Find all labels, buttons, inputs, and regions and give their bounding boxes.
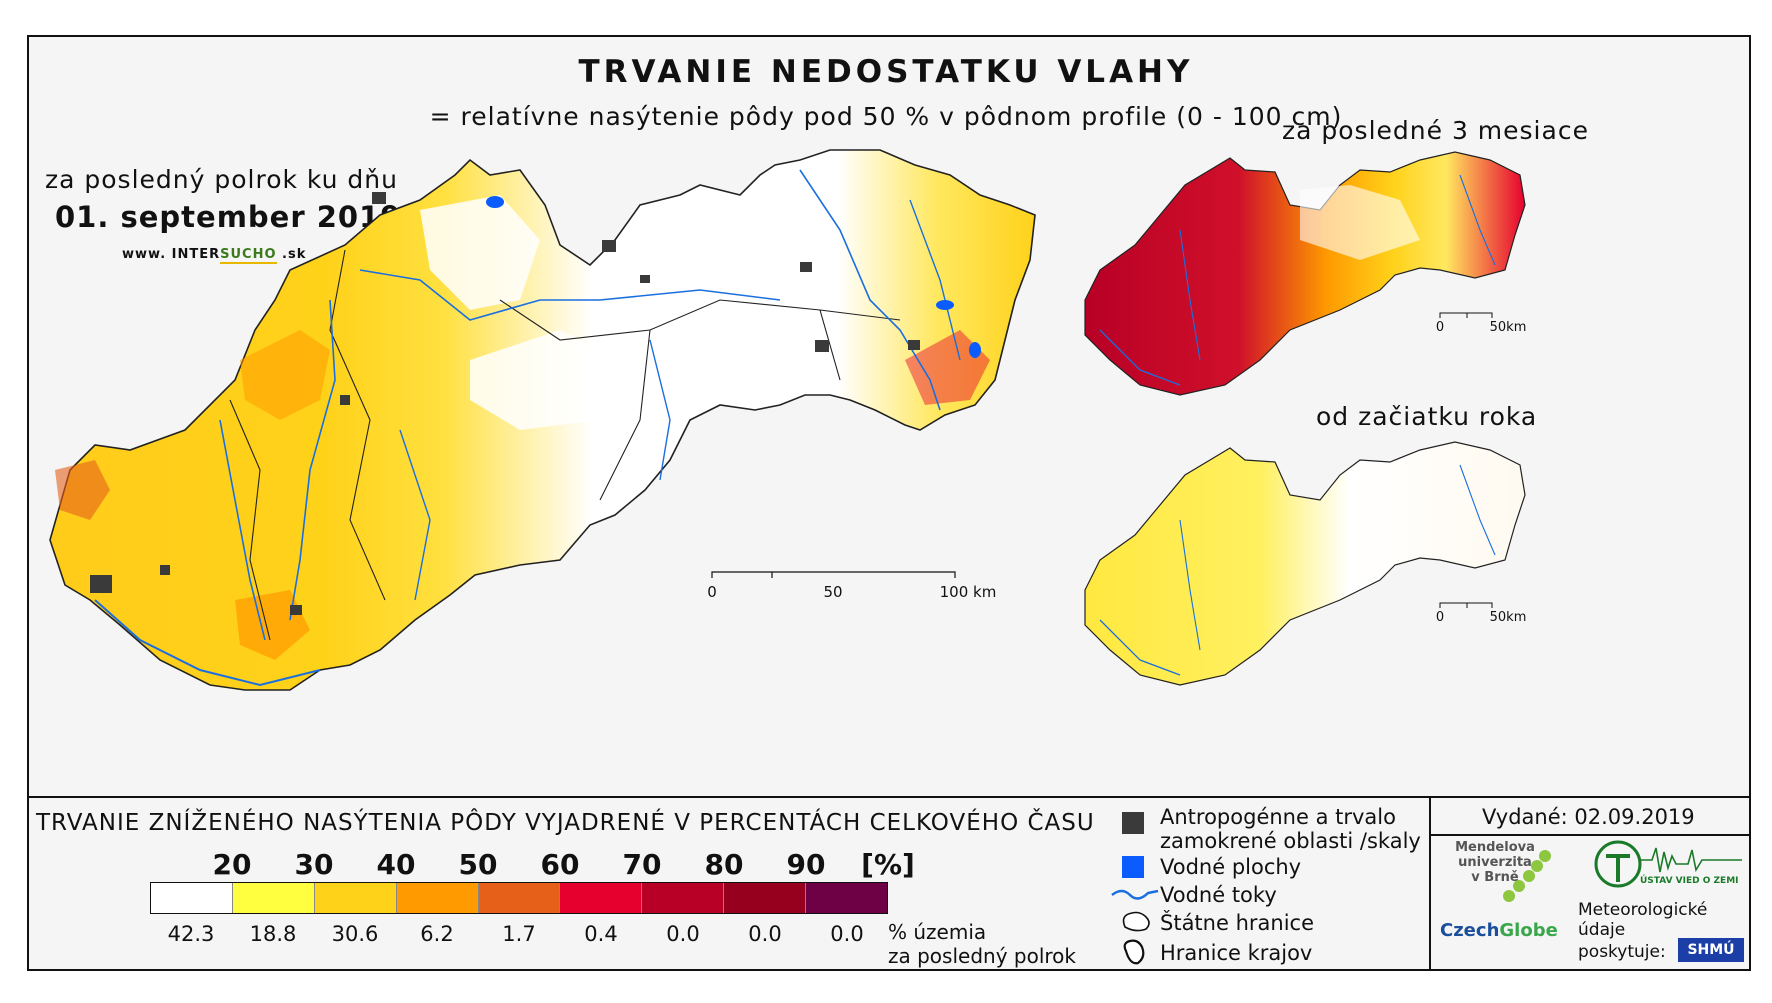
inset-since-year-map: 0 50km xyxy=(1084,441,1527,686)
legend-percent: 42.3 xyxy=(167,922,215,946)
legend-threshold: 80 xyxy=(704,848,744,881)
main-scale-bar: 0 50 100 km xyxy=(707,571,997,601)
key-state-border: Štátne hranice xyxy=(1160,911,1314,935)
legend-swatch xyxy=(806,883,888,913)
key-anthropogenic: Antropogénne a trvalo zamokrené oblasti /… xyxy=(1160,805,1421,853)
key-water-bodies: Vodné plochy xyxy=(1160,855,1302,879)
main-slovakia-map xyxy=(49,149,1036,691)
legend-title: TRVANIE ZNÍŽENÉHO NASÝTENIA PÔDY VYJADRE… xyxy=(36,810,1095,836)
legend-percent: 1.7 xyxy=(502,922,536,946)
legend-percent: 0.0 xyxy=(830,922,864,946)
footer-divider xyxy=(1429,798,1431,971)
inset1-scale-end: 50km xyxy=(1490,320,1527,335)
legend-percent: 6.2 xyxy=(420,922,454,946)
legend-swatch xyxy=(642,883,725,913)
key-region-border: Hranice krajov xyxy=(1160,941,1313,965)
website-suffix: .sk xyxy=(276,247,307,262)
inset-since-year-label: od začiatku roka xyxy=(1316,402,1538,431)
legend-swatch xyxy=(396,883,479,913)
legend-threshold: 50 xyxy=(458,848,498,881)
legend-threshold: 90 xyxy=(786,848,826,881)
period-label: za posledný polrok ku dňu xyxy=(45,165,398,194)
inset-3-months-map: 0 50km xyxy=(1084,151,1527,396)
region-border-icon xyxy=(1123,939,1145,965)
scale-mid: 50 xyxy=(823,583,842,601)
website-link[interactable]: www. INTERSUCHO .sk xyxy=(122,247,307,264)
map-panel xyxy=(27,35,1751,798)
shmu-logo: SHMÚ xyxy=(1678,938,1744,962)
mendel-dots-icon xyxy=(1503,850,1551,902)
meteo-line2: údaje xyxy=(1578,920,1626,940)
map-subtitle: = relatívne nasýtenie pôdy pod 50 % v pô… xyxy=(429,102,1343,131)
legend-swatch xyxy=(232,883,315,913)
anthropogenic-swatch xyxy=(1122,812,1144,834)
inset-3-months-label: za posledné 3 mesiace xyxy=(1282,116,1589,145)
inset2-scale-start: 0 xyxy=(1436,610,1444,625)
legend-threshold: 30 xyxy=(294,848,334,881)
legend-percent: 30.6 xyxy=(331,922,379,946)
key-anthropogenic-line2: zamokrené oblasti /skaly xyxy=(1160,829,1421,853)
meteo-line3: poskytuje: xyxy=(1578,942,1666,962)
legend-swatch xyxy=(478,883,561,913)
key-anthropogenic-line1: Antropogénne a trvalo xyxy=(1160,805,1396,829)
issued-date: Vydané: 02.09.2019 xyxy=(1482,805,1695,829)
legend-threshold: 20 xyxy=(212,848,252,881)
website-prefix: www. INTER xyxy=(122,247,221,262)
percent-note: % územia za posledný polrok xyxy=(888,920,1076,968)
legend-threshold: 40 xyxy=(376,848,416,881)
website-accent: SUCHO xyxy=(220,247,277,264)
legend-threshold: 70 xyxy=(622,848,662,881)
issued-divider xyxy=(1430,834,1751,836)
scale-end: 100 km xyxy=(940,583,997,601)
map-title: TRVANIE NEDOSTATKU VLAHY xyxy=(578,54,1194,90)
czechglobe-b: Globe xyxy=(1499,920,1558,941)
legend-swatch xyxy=(314,883,397,913)
legend-threshold: 60 xyxy=(540,848,580,881)
legend-percent: 0.0 xyxy=(666,922,700,946)
legend-swatch xyxy=(560,883,643,913)
legend-percent: 0.0 xyxy=(748,922,782,946)
river-icon xyxy=(1111,889,1159,900)
scale-start: 0 xyxy=(707,583,717,601)
percent-note-line1: % územia xyxy=(888,920,987,944)
legend-unit: [%] xyxy=(861,848,915,881)
key-line-symbols xyxy=(1111,889,1159,965)
state-border-icon xyxy=(1122,911,1150,932)
legend-percent: 0.4 xyxy=(584,922,618,946)
mendel-university-logo: Mendelova univerzita v Brně xyxy=(1455,840,1535,885)
legend-swatch xyxy=(151,883,233,913)
legend-swatch xyxy=(724,883,807,913)
legend-percent: 18.8 xyxy=(249,922,297,946)
inset1-scale-start: 0 xyxy=(1436,320,1444,335)
water-body-swatch xyxy=(1122,856,1144,878)
legend-colorbar xyxy=(150,882,888,914)
czechglobe-a: Czech xyxy=(1440,920,1500,941)
percent-note-line2: za posledný polrok xyxy=(888,944,1076,968)
key-rivers: Vodné toky xyxy=(1160,883,1277,907)
meteo-line1: Meteorologické xyxy=(1578,900,1708,920)
date-label: 01. september 2019 xyxy=(55,200,402,234)
czechglobe-logo: CzechGlobe xyxy=(1440,920,1558,941)
uvz-logo-text: ÚSTAV VIED O ZEMI xyxy=(1640,876,1739,886)
inset2-scale-end: 50km xyxy=(1490,610,1527,625)
uvz-logo-icon xyxy=(1594,840,1742,888)
